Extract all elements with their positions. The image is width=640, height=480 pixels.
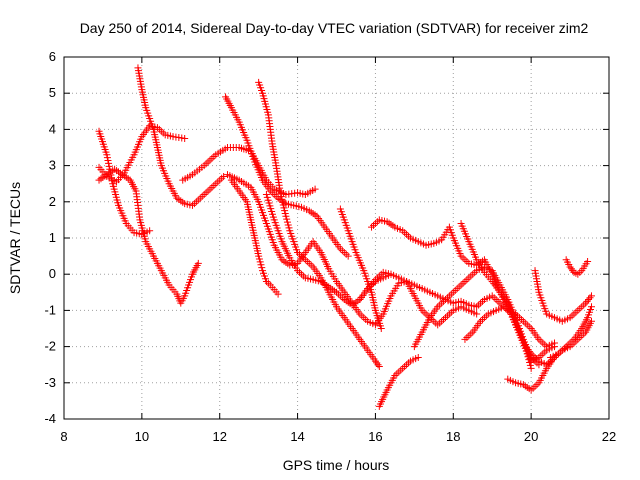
series-arc-21	[547, 303, 595, 361]
data-point	[525, 356, 533, 364]
data-point	[256, 258, 264, 266]
series-arc-19	[531, 267, 595, 325]
data-point	[523, 350, 531, 358]
data-point	[311, 185, 319, 193]
data-point	[103, 154, 111, 162]
data-point	[374, 361, 382, 369]
data-point	[583, 297, 591, 305]
data-point	[344, 252, 352, 260]
y-tick-label: 5	[49, 85, 56, 100]
data-point	[526, 361, 534, 369]
data-point	[105, 159, 113, 167]
data-point	[584, 258, 592, 266]
data-point	[567, 265, 575, 273]
series-arc-5	[179, 144, 319, 199]
x-tick-label: 14	[290, 429, 304, 444]
data-point	[526, 359, 534, 367]
y-tick-label: 3	[49, 158, 56, 173]
data-point	[551, 343, 558, 351]
y-tick-label: 4	[49, 121, 56, 136]
y-tick-label: 2	[49, 194, 56, 209]
data-point	[103, 151, 111, 159]
data-point	[373, 359, 381, 367]
x-axis-label: GPS time / hours	[283, 457, 390, 473]
data-point	[282, 212, 290, 220]
data-point	[284, 221, 292, 229]
y-tick-label: 6	[49, 49, 56, 64]
data-point	[527, 364, 535, 372]
data-point	[181, 134, 189, 142]
series-arc-7	[255, 78, 383, 371]
data-point	[414, 353, 422, 361]
x-tick-label: 12	[212, 429, 226, 444]
y-tick-label: -4	[44, 411, 56, 426]
x-tick-label: 22	[602, 429, 616, 444]
data-point	[258, 264, 266, 272]
x-tick-label: 20	[524, 429, 538, 444]
data-point	[257, 261, 265, 269]
series-arc-9	[227, 176, 282, 298]
data-point	[377, 325, 385, 332]
data-markers	[95, 64, 595, 410]
y-tick-label: -1	[44, 302, 56, 317]
data-point	[194, 259, 202, 267]
data-point	[220, 172, 228, 180]
data-point	[587, 317, 595, 325]
series-arc-14	[356, 268, 558, 351]
data-point	[371, 357, 379, 365]
x-tick-label: 10	[135, 429, 149, 444]
data-point	[566, 263, 574, 271]
data-point	[587, 292, 595, 300]
data-point	[535, 361, 543, 369]
y-tick-label: 1	[49, 230, 56, 245]
series-arc-12	[375, 353, 422, 410]
data-point	[524, 353, 532, 361]
data-point	[586, 294, 594, 302]
x-tick-label: 18	[446, 429, 460, 444]
data-point	[473, 310, 481, 318]
x-tick-label: 8	[60, 429, 67, 444]
grid-lines	[64, 57, 609, 419]
series-arc-3	[95, 122, 189, 186]
data-point	[283, 215, 291, 223]
data-point	[585, 296, 593, 304]
data-point	[285, 224, 293, 232]
data-point	[255, 252, 263, 260]
data-point	[582, 299, 590, 307]
series-arc-17	[461, 303, 535, 372]
chart-title: Day 250 of 2014, Sidereal Day-to-day VTE…	[80, 20, 589, 36]
data-point	[104, 157, 112, 165]
y-axis-label: SDTVAR / TECUs	[7, 182, 23, 294]
series-arc-11	[336, 205, 385, 332]
y-tick-label: -2	[44, 339, 56, 354]
x-tick-label: 16	[368, 429, 382, 444]
y-tick-label: 0	[49, 266, 56, 281]
series-arc-20	[562, 256, 592, 278]
data-point	[375, 363, 383, 371]
data-point	[255, 255, 263, 263]
data-point	[283, 218, 291, 226]
data-point	[146, 227, 154, 235]
data-point	[274, 290, 282, 298]
y-tick-label: -3	[44, 375, 56, 390]
data-point	[587, 303, 595, 311]
data-point	[105, 162, 113, 170]
series-arc-4	[134, 64, 228, 209]
